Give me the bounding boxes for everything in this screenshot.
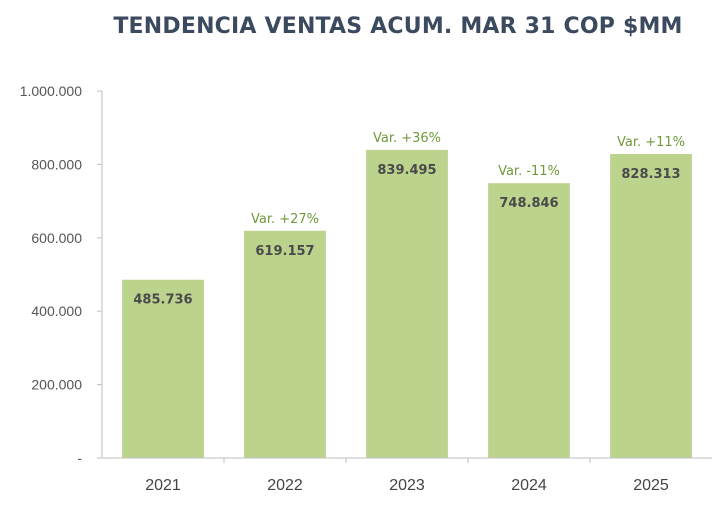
variation-label: Var. +11% [617, 135, 685, 150]
y-tick-label: 1.000.000 [20, 83, 82, 99]
variation-label: Var. -11% [498, 164, 560, 179]
bar [610, 154, 692, 458]
bar-value-label: 485.736 [133, 293, 192, 308]
bar-value-label: 828.313 [621, 167, 680, 182]
x-category-label: 2023 [389, 477, 425, 494]
bar-value-label: 748.846 [499, 196, 558, 211]
bar [366, 149, 448, 458]
bar-value-label: 619.157 [255, 244, 314, 259]
bar-value-label: 839.495 [377, 163, 436, 178]
x-category-label: 2021 [145, 477, 181, 494]
variation-label: Var. +36% [373, 131, 441, 146]
x-category-label: 2024 [511, 477, 547, 494]
bar [244, 230, 326, 458]
y-tick-label: 800.000 [31, 156, 82, 172]
y-tick-label: - [77, 450, 82, 466]
y-tick-label: 200.000 [31, 377, 82, 393]
y-tick-label: 600.000 [31, 230, 82, 246]
x-axis: 2021 2022 2023 2024 2025 [102, 457, 712, 494]
x-category-label: 2022 [267, 477, 303, 494]
variation-label: Var. +27% [251, 212, 319, 227]
bar [122, 279, 204, 458]
bars: 485.736 619.157 Var. +27% 839.495 Var. +36% 7… [122, 131, 692, 458]
chart-title: TENDENCIA VENTAS ACUM. MAR 31 COP $MM [113, 14, 683, 39]
y-axis: - 200.000 400.000 600.000 800.000 1.000.000 [20, 83, 103, 466]
x-category-label: 2025 [633, 477, 669, 494]
y-tick-label: 400.000 [31, 303, 82, 319]
bar [488, 183, 570, 458]
